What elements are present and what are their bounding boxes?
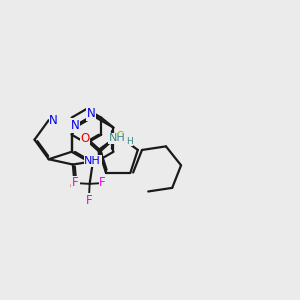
Text: O: O [80, 132, 89, 145]
Text: H: H [126, 137, 133, 146]
Text: NH: NH [84, 156, 101, 166]
Text: O: O [70, 179, 79, 193]
Text: S: S [116, 130, 123, 143]
Text: F: F [72, 176, 78, 189]
Text: NH: NH [109, 133, 126, 143]
Text: N: N [49, 114, 58, 127]
Text: F: F [86, 194, 92, 207]
Text: N: N [71, 119, 80, 132]
Text: F: F [99, 176, 106, 189]
Text: N: N [87, 107, 95, 120]
